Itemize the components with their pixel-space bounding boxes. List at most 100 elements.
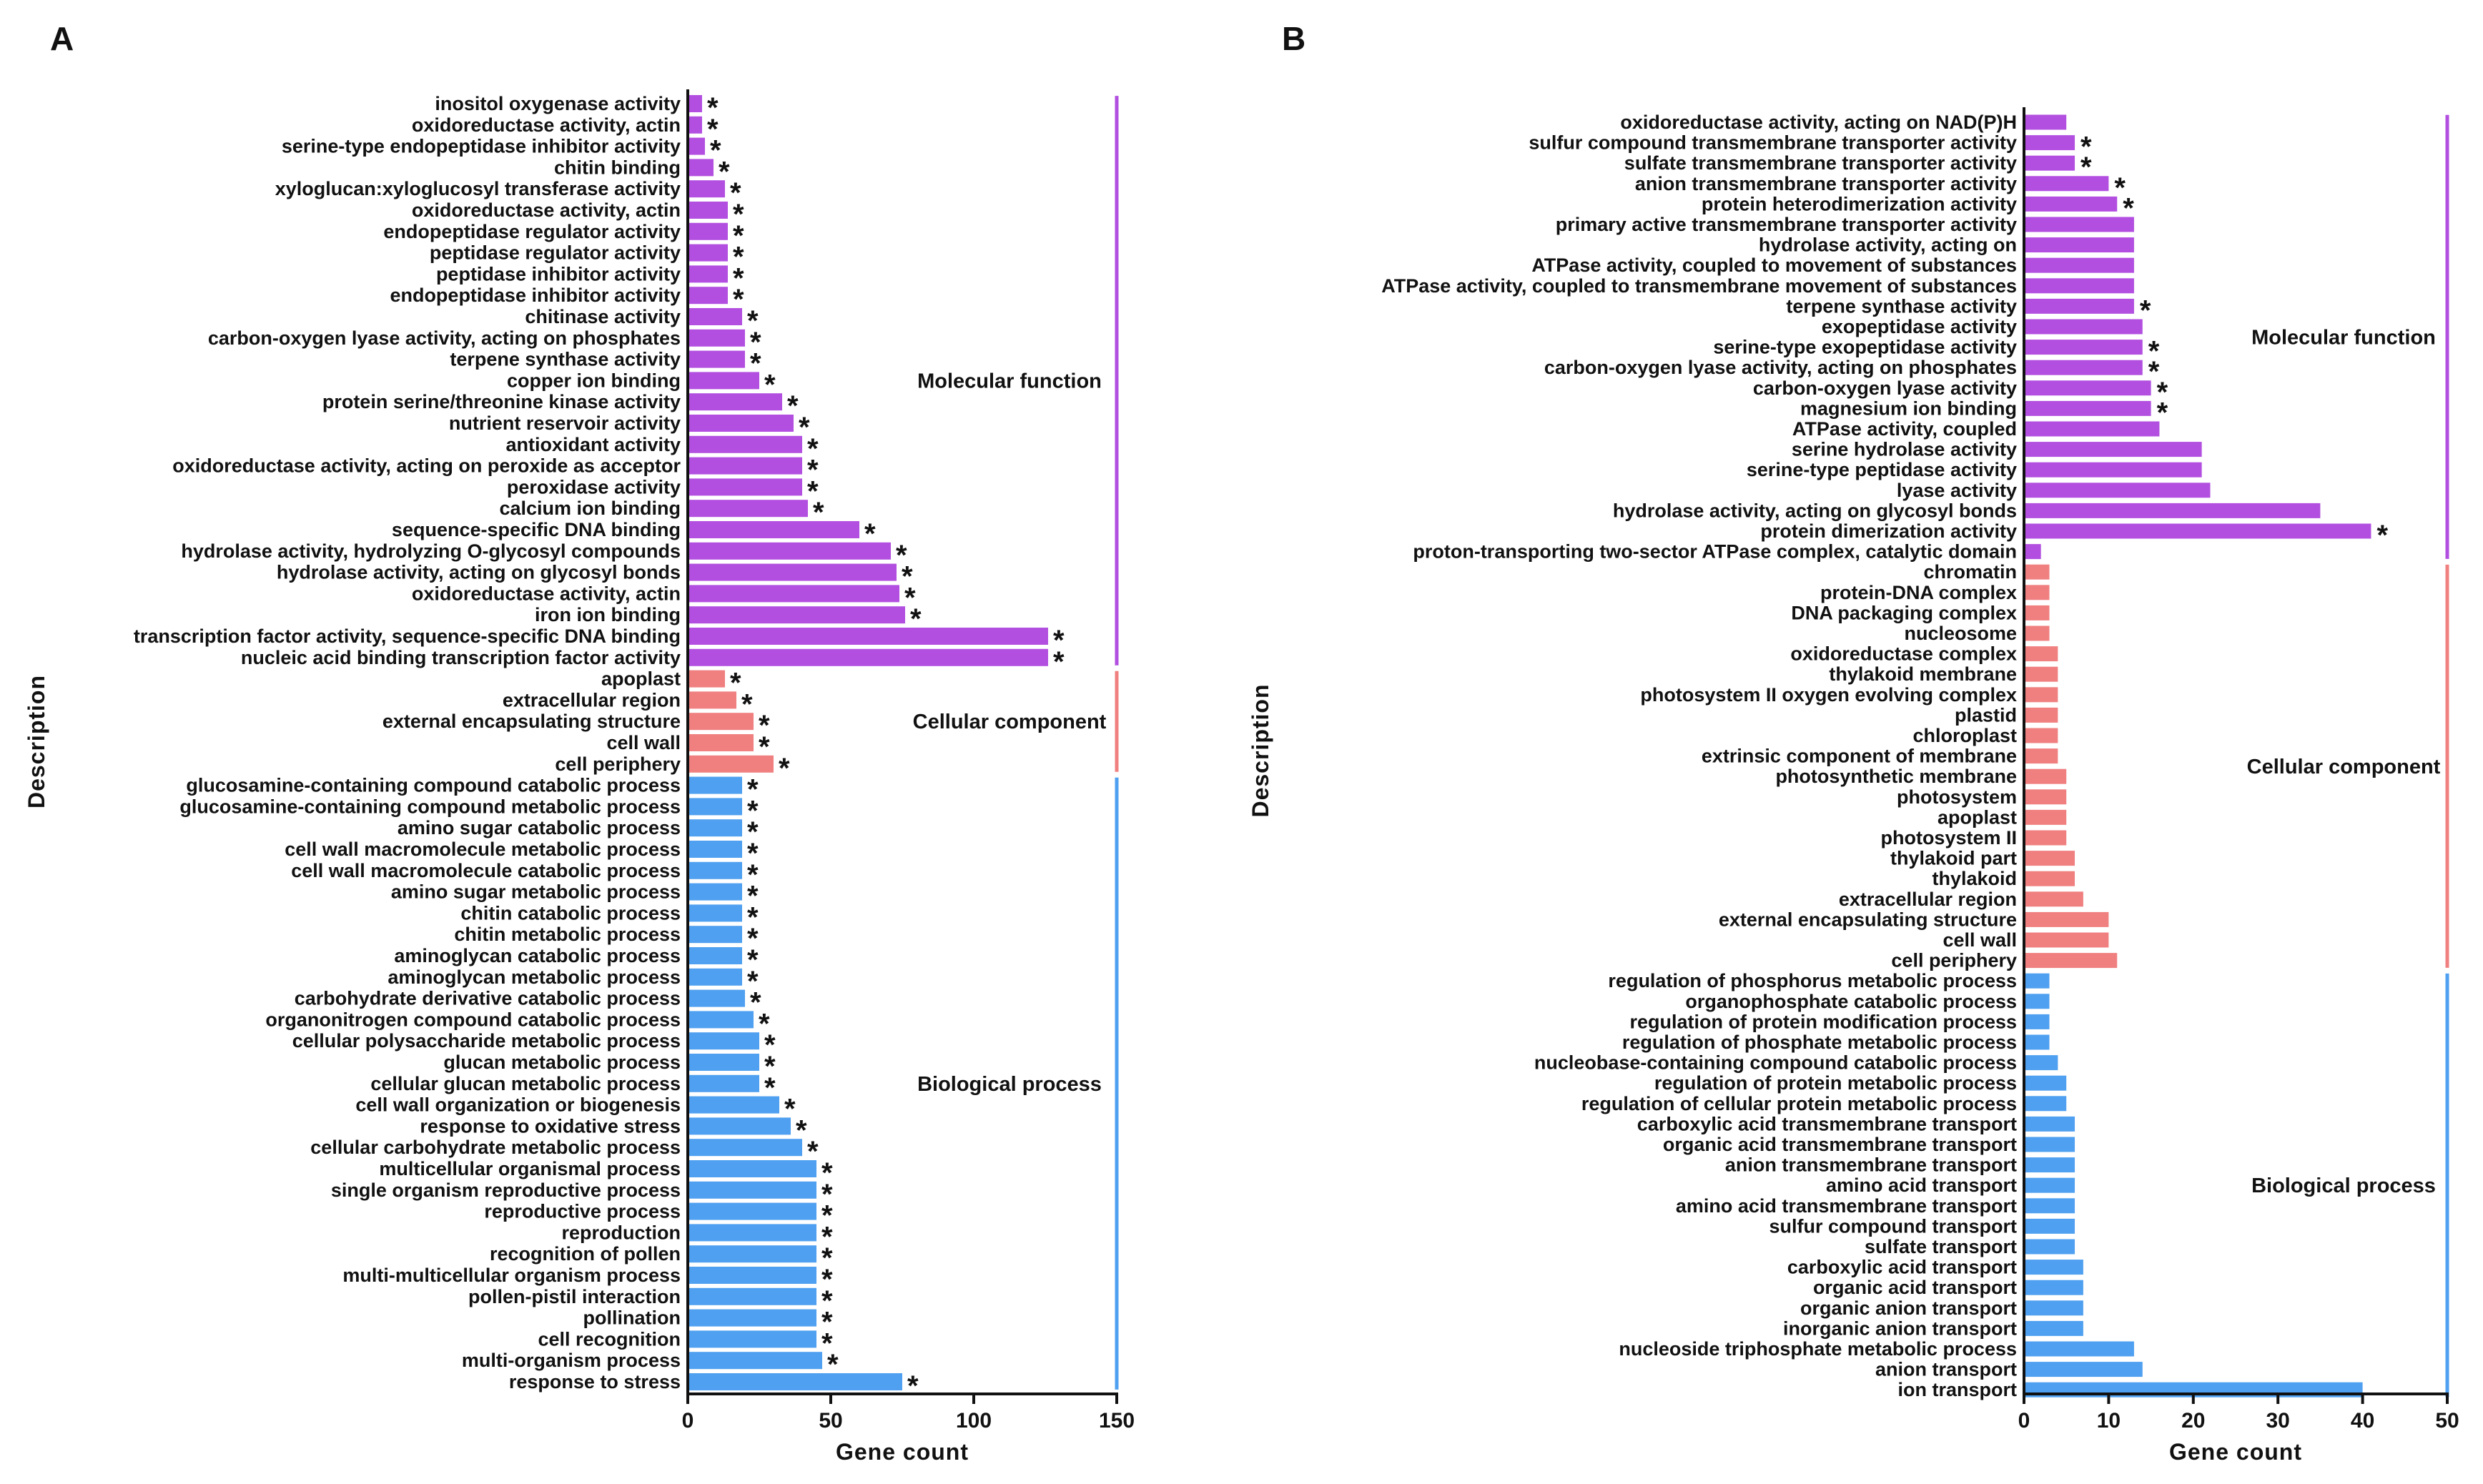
bar: [688, 1074, 759, 1092]
bar: [688, 202, 728, 219]
bar: [2024, 585, 2050, 600]
category-label: apoplast: [601, 668, 681, 690]
category-label: terpene synthase activity: [1786, 295, 2017, 317]
category-label: pollen-pistil interaction: [468, 1286, 681, 1307]
category-label: multicellular organismal process: [379, 1158, 681, 1179]
category-label: glucan metabolic process: [443, 1052, 681, 1073]
bar: [688, 798, 742, 816]
category-label: organonitrogen compound catabolic proces…: [265, 1009, 681, 1030]
category-label: regulation of cellular protein metabolic…: [1581, 1093, 2017, 1114]
bar: [2024, 257, 2134, 273]
category-label: cell wall: [1943, 929, 2017, 951]
bar: [2024, 1362, 2143, 1377]
category-label: iron ion binding: [535, 604, 681, 625]
x-tick-label: 50: [2435, 1409, 2459, 1433]
category-label: cell wall macromolecule catabolic proces…: [291, 860, 681, 881]
bar: [688, 1181, 816, 1199]
category-label: anion transport: [1875, 1359, 2017, 1380]
category-label: magnesium ion binding: [1800, 397, 2017, 419]
category-label: hydrolase activity, acting on glycosyl b…: [277, 562, 681, 583]
significance-star: *: [796, 1114, 807, 1146]
category-label: nucleic acid binding transcription facto…: [241, 647, 681, 668]
bar: [688, 393, 782, 411]
category-label: amino sugar catabolic process: [398, 817, 681, 839]
category-label: single organism reproductive process: [331, 1179, 681, 1201]
category-label: cell periphery: [555, 753, 681, 775]
bar: [2024, 1218, 2075, 1234]
bar: [2024, 830, 2067, 846]
bar: [688, 222, 728, 240]
significance-star: *: [799, 412, 810, 443]
significance-star: *: [2080, 152, 2092, 183]
x-tick-label: 0: [682, 1409, 694, 1433]
category-label: amino acid transmembrane transport: [1676, 1195, 2017, 1217]
category-label: cellular glucan metabolic process: [370, 1073, 681, 1094]
category-label: ATPase activity, coupled to movement of …: [1531, 254, 2017, 276]
bar: [2024, 1055, 2058, 1071]
bar: [688, 628, 1048, 645]
bar: [2024, 217, 2134, 232]
significance-star: *: [747, 838, 759, 869]
category-label: regulation of protein metabolic process: [1654, 1072, 2017, 1094]
category-label: cell periphery: [1891, 950, 2017, 971]
category-label: cell wall macromolecule metabolic proces…: [285, 839, 681, 860]
group-label: Cellular component: [913, 711, 1107, 733]
significance-star: *: [747, 966, 759, 997]
significance-star: *: [2140, 295, 2151, 326]
y-axis-title: Description: [1248, 683, 1273, 817]
bar: [688, 265, 728, 283]
bar: [688, 1032, 759, 1050]
category-label: oxidoreductase activity, actin: [412, 114, 681, 136]
category-label: photosynthetic membrane: [1775, 766, 2017, 787]
significance-star: *: [807, 475, 819, 507]
bar: [688, 1352, 822, 1370]
category-label: proton-transporting two-sector ATPase co…: [1413, 541, 2017, 563]
category-label: DNA packaging complex: [1791, 602, 2017, 623]
bar: [688, 1054, 759, 1071]
significance-star: *: [807, 1136, 819, 1167]
x-tick-label: 0: [2018, 1409, 2030, 1433]
bar: [688, 1224, 816, 1242]
significance-star: *: [747, 859, 759, 891]
category-label: cellular polysaccharide metabolic proces…: [292, 1030, 681, 1052]
significance-star: *: [907, 1370, 919, 1402]
category-label: terpene synthase activity: [450, 349, 681, 370]
category-label: extracellular region: [503, 689, 681, 711]
bar: [2024, 176, 2109, 192]
bar: [688, 691, 736, 709]
category-label: anion transmembrane transport: [1725, 1154, 2017, 1176]
bar: [2024, 1198, 2075, 1214]
x-tick-label: 20: [2181, 1409, 2205, 1433]
x-axis-title: Gene count: [2169, 1439, 2302, 1465]
category-label: carbon-oxygen lyase activity, acting on …: [1544, 357, 2017, 378]
bar: [688, 1330, 816, 1348]
category-label: exopeptidase activity: [1822, 316, 2017, 337]
significance-star: *: [821, 1242, 833, 1274]
bar: [2024, 973, 2050, 989]
x-tick-label: 30: [2266, 1409, 2290, 1433]
significance-star: *: [707, 92, 719, 124]
bar: [688, 329, 745, 347]
significance-star: *: [904, 582, 916, 613]
significance-star: *: [807, 433, 819, 465]
bar: [688, 861, 742, 879]
bar: [2024, 851, 2075, 866]
category-label: multi-multicellular organism process: [342, 1265, 681, 1286]
significance-star: *: [864, 518, 876, 550]
category-label: serine-type peptidase activity: [1747, 459, 2017, 480]
category-label: glucosamine-containing compound cataboli…: [186, 775, 681, 796]
bar: [2024, 687, 2058, 703]
category-label: photosystem: [1897, 786, 2017, 808]
significance-star: *: [902, 561, 913, 593]
bar: [2024, 319, 2143, 335]
bar: [688, 500, 808, 518]
category-label: transcription factor activity, sequence-…: [134, 625, 681, 647]
bar: [688, 947, 742, 964]
bar: [688, 585, 899, 603]
category-label: protein dimerization activity: [1760, 520, 2017, 542]
category-label: photosystem II: [1880, 827, 2017, 849]
panel-b-chart: B Description oxidoreductase activity, act…: [1248, 20, 2459, 1465]
category-label: carbon-oxygen lyase activity: [1753, 377, 2017, 399]
significance-star: *: [733, 242, 744, 273]
